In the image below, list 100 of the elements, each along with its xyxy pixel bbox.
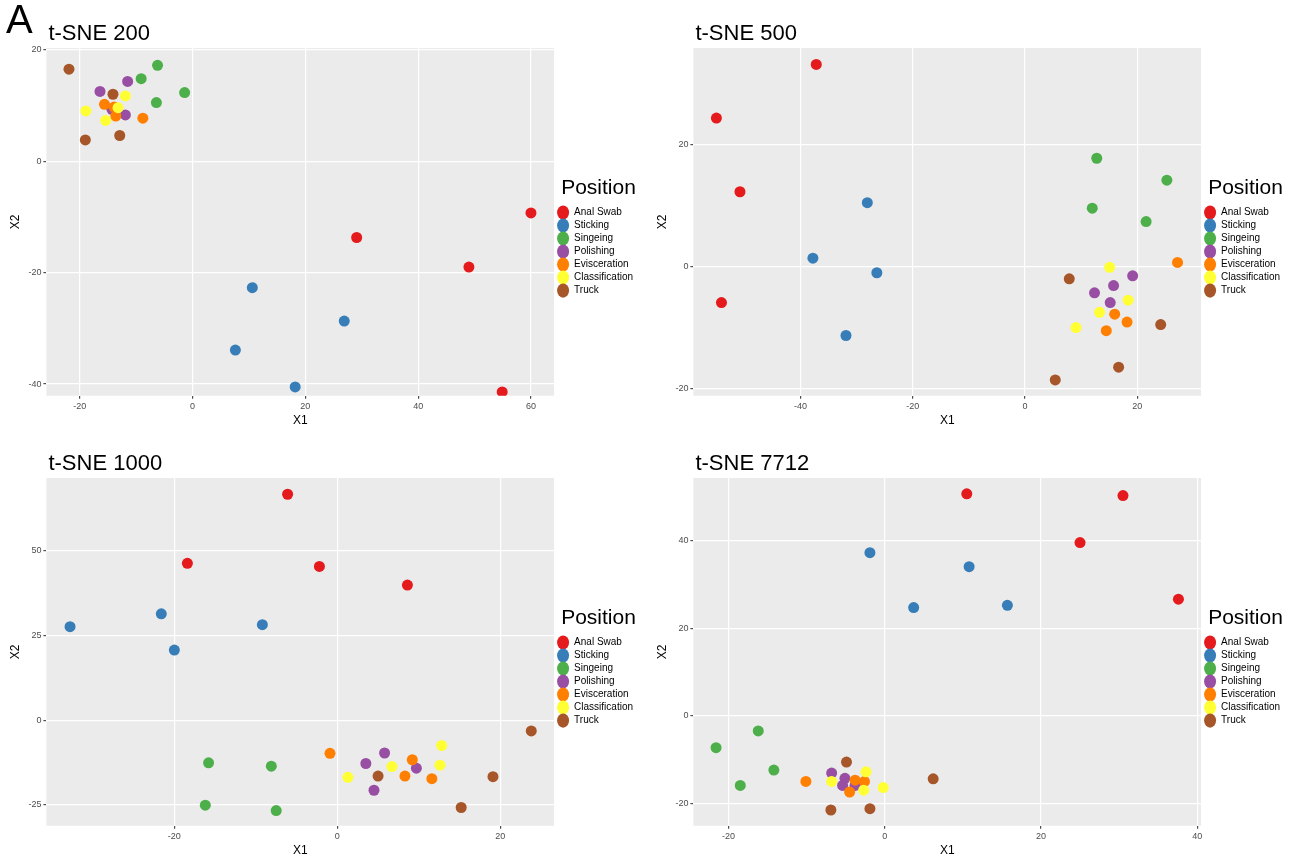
point — [877, 782, 889, 794]
y-tick-label: 0 — [683, 710, 689, 721]
x-tick-label: 0 — [1022, 400, 1028, 411]
point — [289, 381, 301, 393]
chart-title: t-SNE 500 — [695, 20, 797, 46]
point — [1091, 152, 1103, 164]
point — [1172, 593, 1184, 605]
point — [246, 282, 258, 294]
point — [1108, 280, 1120, 292]
point — [908, 602, 920, 614]
point — [826, 775, 838, 787]
point — [168, 644, 180, 656]
y-tick-label: 0 — [36, 155, 42, 166]
point — [810, 58, 822, 70]
point — [849, 774, 861, 786]
point — [1001, 599, 1013, 611]
legend-label: Truck — [1221, 284, 1247, 296]
y-tick-label: 20 — [31, 44, 42, 55]
point — [122, 75, 134, 87]
point — [1094, 306, 1106, 318]
text: A — [6, 0, 33, 42]
y-tick-label: -20 — [675, 798, 689, 809]
point — [858, 784, 870, 796]
legend-label: Classification — [574, 701, 634, 713]
point — [1113, 361, 1125, 373]
point — [1109, 308, 1121, 320]
point — [800, 775, 812, 787]
point — [807, 252, 819, 264]
point — [152, 59, 164, 71]
y-tick-label: 0 — [683, 261, 689, 272]
x-tick-label: 20 — [495, 830, 506, 841]
point — [734, 186, 746, 198]
point — [265, 760, 277, 772]
point — [864, 803, 876, 815]
point — [496, 386, 508, 396]
point — [1104, 261, 1116, 273]
legend-label: Truck — [1221, 714, 1247, 726]
point — [80, 105, 92, 117]
x-tick-label: -20 — [73, 400, 87, 411]
legend-label: Evisceration — [574, 688, 629, 700]
y-tick-label: -40 — [28, 378, 42, 389]
point — [1155, 319, 1167, 331]
point — [256, 619, 268, 631]
point — [844, 786, 856, 798]
y-tick-label: 20 — [678, 622, 689, 633]
x-tick-label: 40 — [413, 400, 424, 411]
point — [1122, 294, 1134, 306]
y-tick-label: 50 — [31, 545, 42, 556]
point — [840, 330, 852, 341]
point — [1104, 297, 1116, 309]
point — [715, 297, 727, 309]
point — [406, 754, 418, 766]
point — [768, 764, 780, 776]
point — [150, 97, 162, 109]
legend-label: Singeing — [1221, 232, 1261, 244]
legend-label: Sticking — [574, 219, 610, 231]
x-axis-title: X1 — [939, 843, 955, 858]
y-tick-label: -20 — [675, 382, 689, 393]
point — [860, 766, 872, 778]
x-tick-label: 20 — [1035, 830, 1046, 841]
point — [368, 784, 380, 796]
legend-label: Classification — [1221, 271, 1281, 283]
x-tick-label: 20 — [1132, 400, 1143, 411]
y-axis-title: X2 — [7, 214, 22, 230]
point — [119, 90, 131, 102]
point — [837, 779, 849, 791]
point — [135, 73, 147, 85]
legend-label: Sticking — [1221, 649, 1257, 661]
point — [282, 488, 294, 500]
point — [963, 561, 975, 573]
legend-label: Anal Swab — [574, 206, 623, 218]
y-axis-title: X2 — [7, 644, 22, 660]
legend-label: Singeing — [574, 232, 614, 244]
legend-label: Singeing — [1221, 662, 1261, 674]
point — [119, 109, 131, 121]
y-tick-label: 40 — [678, 534, 689, 545]
point — [63, 63, 75, 75]
x-tick-label: -20 — [906, 400, 920, 411]
point — [861, 197, 873, 209]
point — [840, 756, 852, 768]
point — [99, 98, 111, 110]
point — [1127, 270, 1139, 282]
y-axis-title: X2 — [654, 214, 669, 230]
legend-label: Polishing — [1221, 245, 1262, 257]
point — [199, 799, 211, 811]
point — [372, 770, 384, 782]
x-tick-label: 20 — [300, 400, 311, 411]
point — [112, 102, 124, 114]
point — [710, 112, 722, 124]
legend-label: Polishing — [574, 245, 615, 257]
legend-label: Evisceration — [1221, 688, 1276, 700]
legend-label: Polishing — [574, 675, 615, 687]
point — [351, 232, 363, 244]
point — [525, 725, 537, 737]
x-tick-label: -20 — [722, 830, 736, 841]
point — [410, 762, 422, 774]
point — [434, 759, 446, 771]
point — [1074, 537, 1086, 549]
point — [399, 770, 411, 782]
point — [1070, 322, 1082, 334]
